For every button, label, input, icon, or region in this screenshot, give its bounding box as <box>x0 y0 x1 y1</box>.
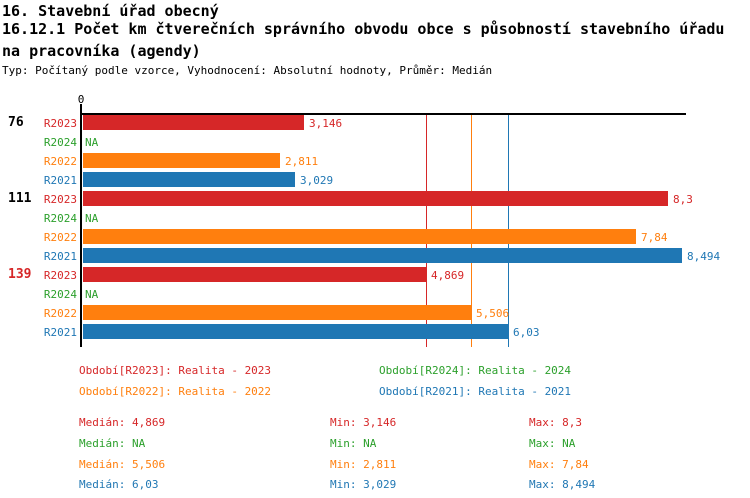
group-label-139: 139 <box>8 267 32 282</box>
value-label-r2021: 6,03 <box>513 326 540 339</box>
bar-r2023 <box>83 115 304 130</box>
value-label-r2024: NA <box>85 288 99 301</box>
stat-max-r2021: Max: 8,494 <box>529 478 596 491</box>
indicator-meta: Typ: Počítaný podle vzorce, Vyhodnocení:… <box>2 64 493 77</box>
stat-min-r2024: Min: NA <box>330 437 377 450</box>
axis-zero-tick <box>80 104 82 113</box>
stat-median-r2024: Medián: NA <box>79 437 146 450</box>
row-label-r2021: R2021 <box>43 250 77 263</box>
value-label-r2024: NA <box>85 136 99 149</box>
stat-max-r2024: Max: NA <box>529 437 576 450</box>
group-label-76: 76 <box>8 115 24 130</box>
row-label-r2024: R2024 <box>43 288 77 301</box>
bar-r2023 <box>83 191 668 206</box>
value-label-r2021: 8,494 <box>687 250 721 263</box>
value-label-r2022: 5,506 <box>476 307 510 320</box>
row-label-r2024: R2024 <box>43 212 77 225</box>
stat-min-r2021: Min: 3,029 <box>330 478 397 491</box>
value-label-r2022: 7,84 <box>641 231 668 244</box>
stat-median-r2021: Medián: 6,03 <box>79 478 159 491</box>
bar-r2023 <box>83 267 426 282</box>
row-label-r2021: R2021 <box>43 326 77 339</box>
row-label-r2023: R2023 <box>43 117 77 130</box>
bar-r2022 <box>83 305 471 320</box>
legend-item-r2024: Období[R2024]: Realita - 2024 <box>379 364 572 377</box>
value-label-r2023: 3,146 <box>309 117 343 130</box>
stat-max-r2023: Max: 8,3 <box>529 416 582 429</box>
legend-item-r2021: Období[R2021]: Realita - 2021 <box>379 385 572 398</box>
stat-min-r2023: Min: 3,146 <box>330 416 397 429</box>
bar-r2022 <box>83 153 280 168</box>
stat-min-r2022: Min: 2,811 <box>330 458 397 471</box>
stat-max-r2022: Max: 7,84 <box>529 458 589 471</box>
bar-r2021 <box>83 172 295 187</box>
axis-top-line <box>80 113 686 115</box>
row-label-r2022: R2022 <box>43 307 77 320</box>
value-label-r2023: 4,869 <box>431 269 465 282</box>
indicator-title-line2: na pracovníka (agendy) <box>2 42 201 60</box>
bar-r2022 <box>83 229 636 244</box>
axis-vertical-line <box>80 113 82 347</box>
row-label-r2023: R2023 <box>43 193 77 206</box>
value-label-r2023: 8,3 <box>673 193 693 206</box>
bar-r2021 <box>83 324 508 339</box>
row-label-r2022: R2022 <box>43 231 77 244</box>
stat-median-r2023: Medián: 4,869 <box>79 416 166 429</box>
value-label-r2021: 3,029 <box>300 174 334 187</box>
value-label-r2024: NA <box>85 212 99 225</box>
row-label-r2023: R2023 <box>43 269 77 282</box>
report-section-title: 16. Stavební úřad obecný <box>2 2 219 20</box>
group-label-111: 111 <box>8 191 32 206</box>
value-label-r2022: 2,811 <box>285 155 319 168</box>
stat-median-r2022: Medián: 5,506 <box>79 458 166 471</box>
bar-r2021 <box>83 248 682 263</box>
legend-item-r2023: Období[R2023]: Realita - 2023 <box>79 364 272 377</box>
row-label-r2022: R2022 <box>43 155 77 168</box>
row-label-r2024: R2024 <box>43 136 77 149</box>
row-label-r2021: R2021 <box>43 174 77 187</box>
indicator-title-line1: 16.12.1 Počet km čtverečních správního o… <box>2 20 725 38</box>
axis-zero-label: 0 <box>77 93 85 106</box>
legend-item-r2022: Období[R2022]: Realita - 2022 <box>79 385 272 398</box>
